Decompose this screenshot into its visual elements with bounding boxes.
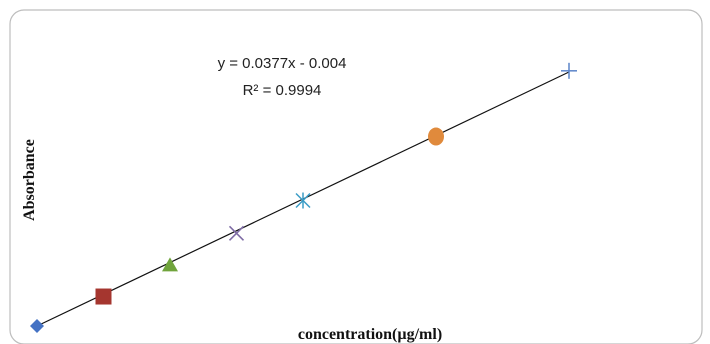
x-axis-label: concentration(µg/ml)	[298, 326, 442, 343]
data-points	[30, 62, 577, 333]
data-point-circle	[428, 127, 444, 146]
data-point-x	[228, 225, 245, 241]
data-point-plus	[561, 62, 577, 79]
data-point-diamond	[30, 319, 44, 333]
data-point-star	[295, 192, 311, 209]
chart-frame	[9, 9, 703, 344]
y-axis-label: Absorbance	[21, 139, 38, 221]
data-point-triangle	[162, 257, 178, 272]
data-point-square	[95, 288, 112, 305]
r-squared-label: R² = 0.9994	[243, 82, 322, 99]
trendline-equation: y = 0.0377x - 0.004	[218, 55, 347, 72]
